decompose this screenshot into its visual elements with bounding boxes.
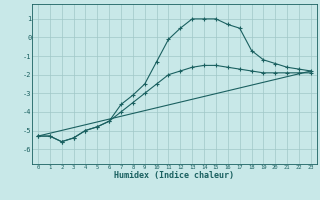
X-axis label: Humidex (Indice chaleur): Humidex (Indice chaleur) xyxy=(115,171,234,180)
